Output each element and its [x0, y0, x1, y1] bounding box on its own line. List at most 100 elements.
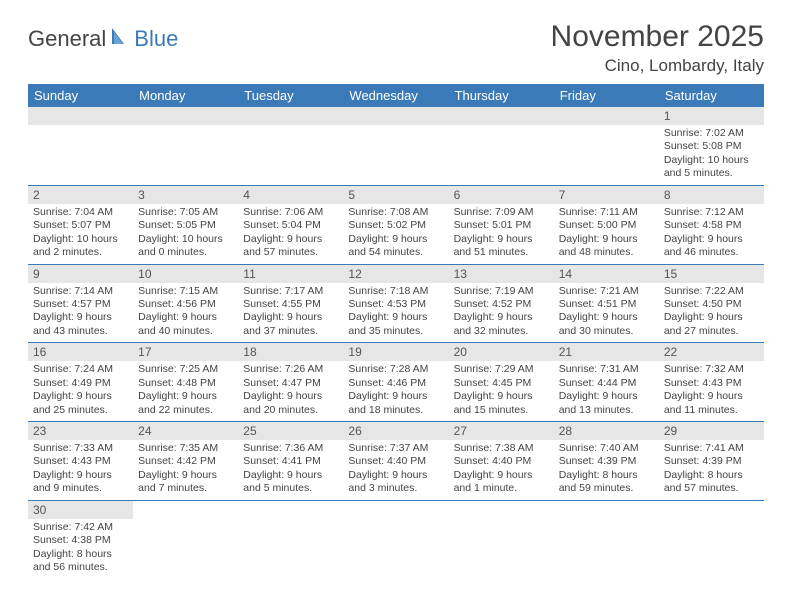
sunset-text: Sunset: 4:47 PM	[243, 377, 338, 390]
day-number: 20	[449, 343, 554, 361]
sunrise-text: Sunrise: 7:22 AM	[664, 285, 759, 298]
day-number: 25	[238, 422, 343, 440]
calendar-cell: 10Sunrise: 7:15 AMSunset: 4:56 PMDayligh…	[133, 264, 238, 343]
day-number: 15	[659, 265, 764, 283]
daylight-text: Daylight: 9 hours and 57 minutes.	[243, 233, 338, 260]
day-number: 5	[343, 186, 448, 204]
day-details: Sunrise: 7:35 AMSunset: 4:42 PMDaylight:…	[133, 440, 238, 500]
weekday-header-row: Sunday Monday Tuesday Wednesday Thursday…	[28, 84, 764, 107]
sunrise-text: Sunrise: 7:28 AM	[348, 363, 443, 376]
daylight-text: Daylight: 8 hours and 57 minutes.	[664, 469, 759, 496]
sunset-text: Sunset: 4:52 PM	[454, 298, 549, 311]
day-details: Sunrise: 7:26 AMSunset: 4:47 PMDaylight:…	[238, 361, 343, 421]
calendar-cell	[659, 500, 764, 578]
day-number: 2	[28, 186, 133, 204]
day-number: 10	[133, 265, 238, 283]
day-number: 16	[28, 343, 133, 361]
calendar-row: 23Sunrise: 7:33 AMSunset: 4:43 PMDayligh…	[28, 422, 764, 501]
calendar-cell: 18Sunrise: 7:26 AMSunset: 4:47 PMDayligh…	[238, 343, 343, 422]
calendar-cell: 25Sunrise: 7:36 AMSunset: 4:41 PMDayligh…	[238, 422, 343, 501]
day-number	[449, 501, 554, 519]
calendar-cell: 14Sunrise: 7:21 AMSunset: 4:51 PMDayligh…	[554, 264, 659, 343]
sunset-text: Sunset: 4:57 PM	[33, 298, 128, 311]
daylight-text: Daylight: 9 hours and 22 minutes.	[138, 390, 233, 417]
day-number: 12	[343, 265, 448, 283]
calendar-cell	[238, 107, 343, 185]
day-details: Sunrise: 7:40 AMSunset: 4:39 PMDaylight:…	[554, 440, 659, 500]
day-details: Sunrise: 7:15 AMSunset: 4:56 PMDaylight:…	[133, 283, 238, 343]
sunrise-text: Sunrise: 7:11 AM	[559, 206, 654, 219]
day-details	[343, 519, 448, 525]
sunrise-text: Sunrise: 7:36 AM	[243, 442, 338, 455]
sunset-text: Sunset: 4:53 PM	[348, 298, 443, 311]
calendar-row: 2Sunrise: 7:04 AMSunset: 5:07 PMDaylight…	[28, 185, 764, 264]
day-details: Sunrise: 7:22 AMSunset: 4:50 PMDaylight:…	[659, 283, 764, 343]
sunrise-text: Sunrise: 7:37 AM	[348, 442, 443, 455]
sunrise-text: Sunrise: 7:24 AM	[33, 363, 128, 376]
calendar-cell	[28, 107, 133, 185]
day-number	[238, 107, 343, 125]
calendar-cell: 12Sunrise: 7:18 AMSunset: 4:53 PMDayligh…	[343, 264, 448, 343]
day-details: Sunrise: 7:28 AMSunset: 4:46 PMDaylight:…	[343, 361, 448, 421]
calendar-cell: 24Sunrise: 7:35 AMSunset: 4:42 PMDayligh…	[133, 422, 238, 501]
day-details: Sunrise: 7:42 AMSunset: 4:38 PMDaylight:…	[28, 519, 133, 579]
logo: GeneralBlue	[28, 26, 178, 52]
day-number	[238, 501, 343, 519]
sunset-text: Sunset: 4:56 PM	[138, 298, 233, 311]
sunset-text: Sunset: 4:49 PM	[33, 377, 128, 390]
calendar-cell: 8Sunrise: 7:12 AMSunset: 4:58 PMDaylight…	[659, 185, 764, 264]
sunset-text: Sunset: 4:48 PM	[138, 377, 233, 390]
day-details: Sunrise: 7:09 AMSunset: 5:01 PMDaylight:…	[449, 204, 554, 264]
day-details: Sunrise: 7:31 AMSunset: 4:44 PMDaylight:…	[554, 361, 659, 421]
weekday-header: Friday	[554, 84, 659, 107]
daylight-text: Daylight: 9 hours and 32 minutes.	[454, 311, 549, 338]
day-details: Sunrise: 7:12 AMSunset: 4:58 PMDaylight:…	[659, 204, 764, 264]
weekday-header: Thursday	[449, 84, 554, 107]
sunset-text: Sunset: 5:04 PM	[243, 219, 338, 232]
day-number: 6	[449, 186, 554, 204]
calendar-cell	[343, 107, 448, 185]
calendar-cell: 15Sunrise: 7:22 AMSunset: 4:50 PMDayligh…	[659, 264, 764, 343]
sunrise-text: Sunrise: 7:19 AM	[454, 285, 549, 298]
day-number: 18	[238, 343, 343, 361]
calendar-cell: 20Sunrise: 7:29 AMSunset: 4:45 PMDayligh…	[449, 343, 554, 422]
sunset-text: Sunset: 5:05 PM	[138, 219, 233, 232]
day-details: Sunrise: 7:04 AMSunset: 5:07 PMDaylight:…	[28, 204, 133, 264]
page-header: GeneralBlue November 2025 Cino, Lombardy…	[28, 20, 764, 76]
calendar-cell: 17Sunrise: 7:25 AMSunset: 4:48 PMDayligh…	[133, 343, 238, 422]
day-details	[659, 519, 764, 525]
daylight-text: Daylight: 9 hours and 13 minutes.	[559, 390, 654, 417]
sunset-text: Sunset: 4:44 PM	[559, 377, 654, 390]
sunrise-text: Sunrise: 7:15 AM	[138, 285, 233, 298]
sunrise-text: Sunrise: 7:41 AM	[664, 442, 759, 455]
calendar-cell: 2Sunrise: 7:04 AMSunset: 5:07 PMDaylight…	[28, 185, 133, 264]
day-number: 21	[554, 343, 659, 361]
sunset-text: Sunset: 4:39 PM	[559, 455, 654, 468]
day-details	[238, 519, 343, 525]
sunrise-text: Sunrise: 7:14 AM	[33, 285, 128, 298]
sunset-text: Sunset: 4:50 PM	[664, 298, 759, 311]
day-number: 24	[133, 422, 238, 440]
day-number: 26	[343, 422, 448, 440]
daylight-text: Daylight: 9 hours and 51 minutes.	[454, 233, 549, 260]
calendar-cell: 3Sunrise: 7:05 AMSunset: 5:05 PMDaylight…	[133, 185, 238, 264]
daylight-text: Daylight: 9 hours and 5 minutes.	[243, 469, 338, 496]
calendar-cell	[133, 500, 238, 578]
daylight-text: Daylight: 9 hours and 20 minutes.	[243, 390, 338, 417]
calendar-cell: 16Sunrise: 7:24 AMSunset: 4:49 PMDayligh…	[28, 343, 133, 422]
calendar-cell: 4Sunrise: 7:06 AMSunset: 5:04 PMDaylight…	[238, 185, 343, 264]
calendar-cell: 28Sunrise: 7:40 AMSunset: 4:39 PMDayligh…	[554, 422, 659, 501]
day-details: Sunrise: 7:08 AMSunset: 5:02 PMDaylight:…	[343, 204, 448, 264]
sunset-text: Sunset: 4:40 PM	[348, 455, 443, 468]
daylight-text: Daylight: 10 hours and 5 minutes.	[664, 154, 759, 181]
sunrise-text: Sunrise: 7:29 AM	[454, 363, 549, 376]
calendar-cell: 22Sunrise: 7:32 AMSunset: 4:43 PMDayligh…	[659, 343, 764, 422]
location: Cino, Lombardy, Italy	[551, 56, 764, 76]
day-number	[554, 107, 659, 125]
day-details	[554, 125, 659, 131]
calendar-cell	[449, 107, 554, 185]
sunset-text: Sunset: 5:00 PM	[559, 219, 654, 232]
calendar-cell: 13Sunrise: 7:19 AMSunset: 4:52 PMDayligh…	[449, 264, 554, 343]
daylight-text: Daylight: 9 hours and 43 minutes.	[33, 311, 128, 338]
calendar-cell: 1Sunrise: 7:02 AMSunset: 5:08 PMDaylight…	[659, 107, 764, 185]
